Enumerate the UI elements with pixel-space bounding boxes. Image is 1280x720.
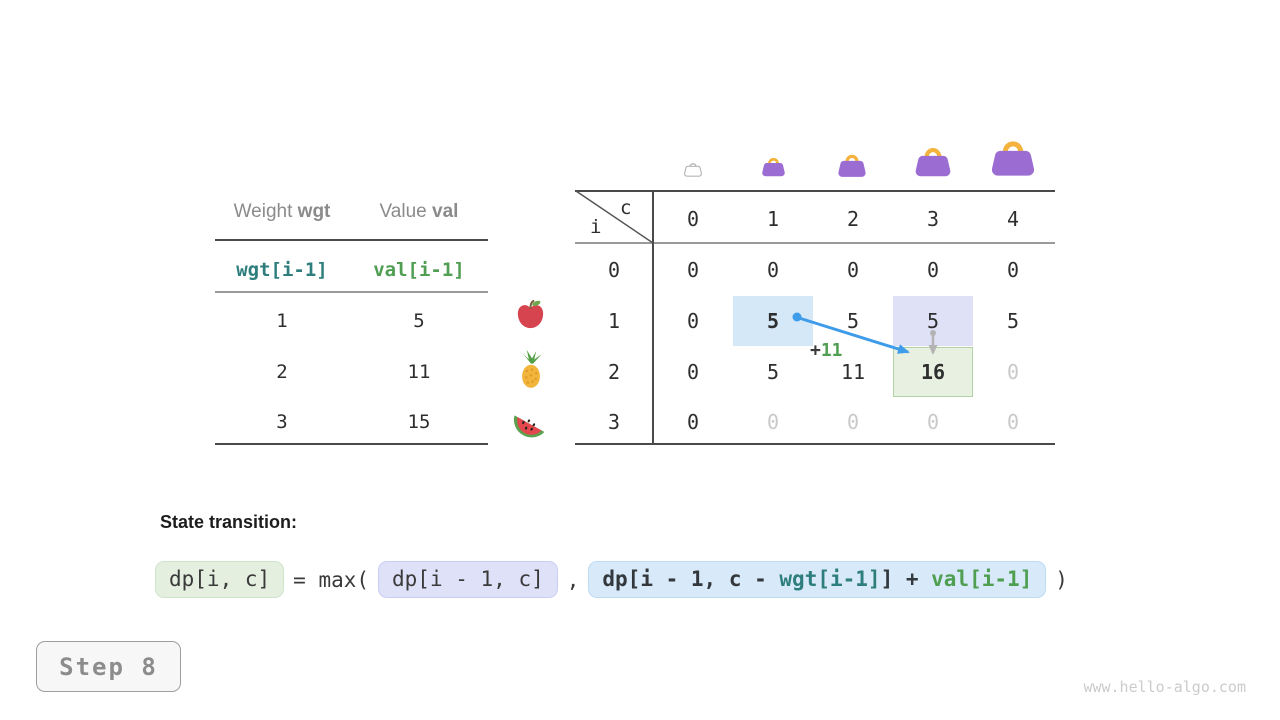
formula-seg-wgt: wgt[i-1] xyxy=(779,567,881,591)
dp-col-header-1: 1 xyxy=(766,207,780,231)
dp-cell-1-1: 5 xyxy=(766,309,780,333)
dp-cell-3-3: 0 xyxy=(926,410,940,434)
dp-col-header-3: 3 xyxy=(926,207,940,231)
item-1-weight: 1 xyxy=(276,310,288,332)
dp-table-header-rule xyxy=(575,242,1055,244)
dp-cell-2-1: 5 xyxy=(766,360,780,384)
dp-cell-3-0: 0 xyxy=(686,410,700,434)
formula-option2-box: dp[i - 1, c - wgt[i-1]] + val[i-1] xyxy=(588,561,1047,598)
dp-row-header-2: 2 xyxy=(607,360,621,384)
watermark: www.hello-algo.com xyxy=(1083,678,1246,696)
items-table-top-rule xyxy=(215,239,488,241)
val-index-cell: val[i-1] xyxy=(373,259,465,281)
bag-icon-capacity-2 xyxy=(837,150,867,179)
items-table-bottom-rule xyxy=(215,443,488,445)
formula-close-paren: ) xyxy=(1055,567,1068,592)
dp-row-header-3: 3 xyxy=(607,410,621,434)
item-3-weight: 3 xyxy=(276,411,288,433)
state-transition-formula: dp[i, c] = max( dp[i - 1, c] , dp[i - 1,… xyxy=(155,561,1068,598)
corner-col-var: c xyxy=(620,197,632,219)
formula-seg-dp: dp[i - 1, c - xyxy=(602,567,780,591)
dp-cell-2-2: 11 xyxy=(840,360,866,384)
formula-seg-val: val[i-1] xyxy=(931,567,1033,591)
dp-row-header-0: 0 xyxy=(607,258,621,282)
formula-seg-plus: ] + xyxy=(880,567,932,591)
plus-amount: 11 xyxy=(820,340,843,361)
formula-equals-max: = max( xyxy=(293,567,370,592)
dp-cell-1-3: 5 xyxy=(926,309,940,333)
dp-row-header-1: 1 xyxy=(607,309,621,333)
plus-value-annotation: +11 xyxy=(810,340,843,361)
dp-table-top-rule xyxy=(575,190,1055,192)
dp-cell-0-1: 0 xyxy=(766,258,780,282)
item-2-value: 11 xyxy=(407,361,431,383)
dp-cell-2-0: 0 xyxy=(686,360,700,384)
dp-col-header-2: 2 xyxy=(846,207,860,231)
weight-label: Weight xyxy=(233,201,298,222)
item-2-weight: 2 xyxy=(276,361,288,383)
dp-table-bottom-rule xyxy=(575,443,1055,445)
val-code-label: val xyxy=(432,201,459,222)
bag-icon-capacity-1 xyxy=(761,154,786,178)
watermelon-icon xyxy=(510,402,550,442)
apple-icon xyxy=(513,298,548,333)
dp-table-vertical-rule xyxy=(652,190,654,445)
dp-cell-2-3: 16 xyxy=(920,360,946,384)
dp-col-header-0: 0 xyxy=(686,207,700,231)
items-table-value-header: Value val xyxy=(344,198,494,226)
pineapple-icon xyxy=(512,350,550,390)
formula-option1-box: dp[i - 1, c] xyxy=(378,561,558,598)
dp-cell-0-4: 0 xyxy=(1006,258,1020,282)
dp-table-corner xyxy=(575,191,653,243)
dp-cell-1-4: 5 xyxy=(1006,309,1020,333)
bag-icon-capacity-4 xyxy=(990,134,1036,179)
wgt-code-label: wgt xyxy=(297,201,331,222)
dp-cell-2-4: 0 xyxy=(1006,360,1020,384)
item-1-value: 5 xyxy=(413,310,425,332)
dp-cell-3-2: 0 xyxy=(846,410,860,434)
state-transition-heading: State transition: xyxy=(160,512,298,532)
plus-sign: + xyxy=(810,340,821,361)
formula-lhs-box: dp[i, c] xyxy=(155,561,285,598)
value-label: Value xyxy=(379,201,433,222)
formula-comma: , xyxy=(566,567,580,592)
items-table-weight-header: Weight wgt xyxy=(207,198,357,226)
dp-cell-3-1: 0 xyxy=(766,410,780,434)
dp-cell-3-4: 0 xyxy=(1006,410,1020,434)
dp-cell-0-2: 0 xyxy=(846,258,860,282)
wgt-index-cell: wgt[i-1] xyxy=(236,259,328,281)
dp-cell-1-0: 0 xyxy=(686,309,700,333)
bag-icon-capacity-3 xyxy=(914,142,952,179)
dp-cell-0-0: 0 xyxy=(686,258,700,282)
bag-icon-capacity-0 xyxy=(684,159,702,178)
dp-cell-1-2: 5 xyxy=(846,309,860,333)
items-table-mid-rule xyxy=(215,291,488,293)
dp-col-header-4: 4 xyxy=(1006,207,1020,231)
dp-cell-0-3: 0 xyxy=(926,258,940,282)
step-badge: Step 8 xyxy=(36,641,181,692)
corner-row-var: i xyxy=(590,216,602,238)
item-3-value: 15 xyxy=(407,411,431,433)
